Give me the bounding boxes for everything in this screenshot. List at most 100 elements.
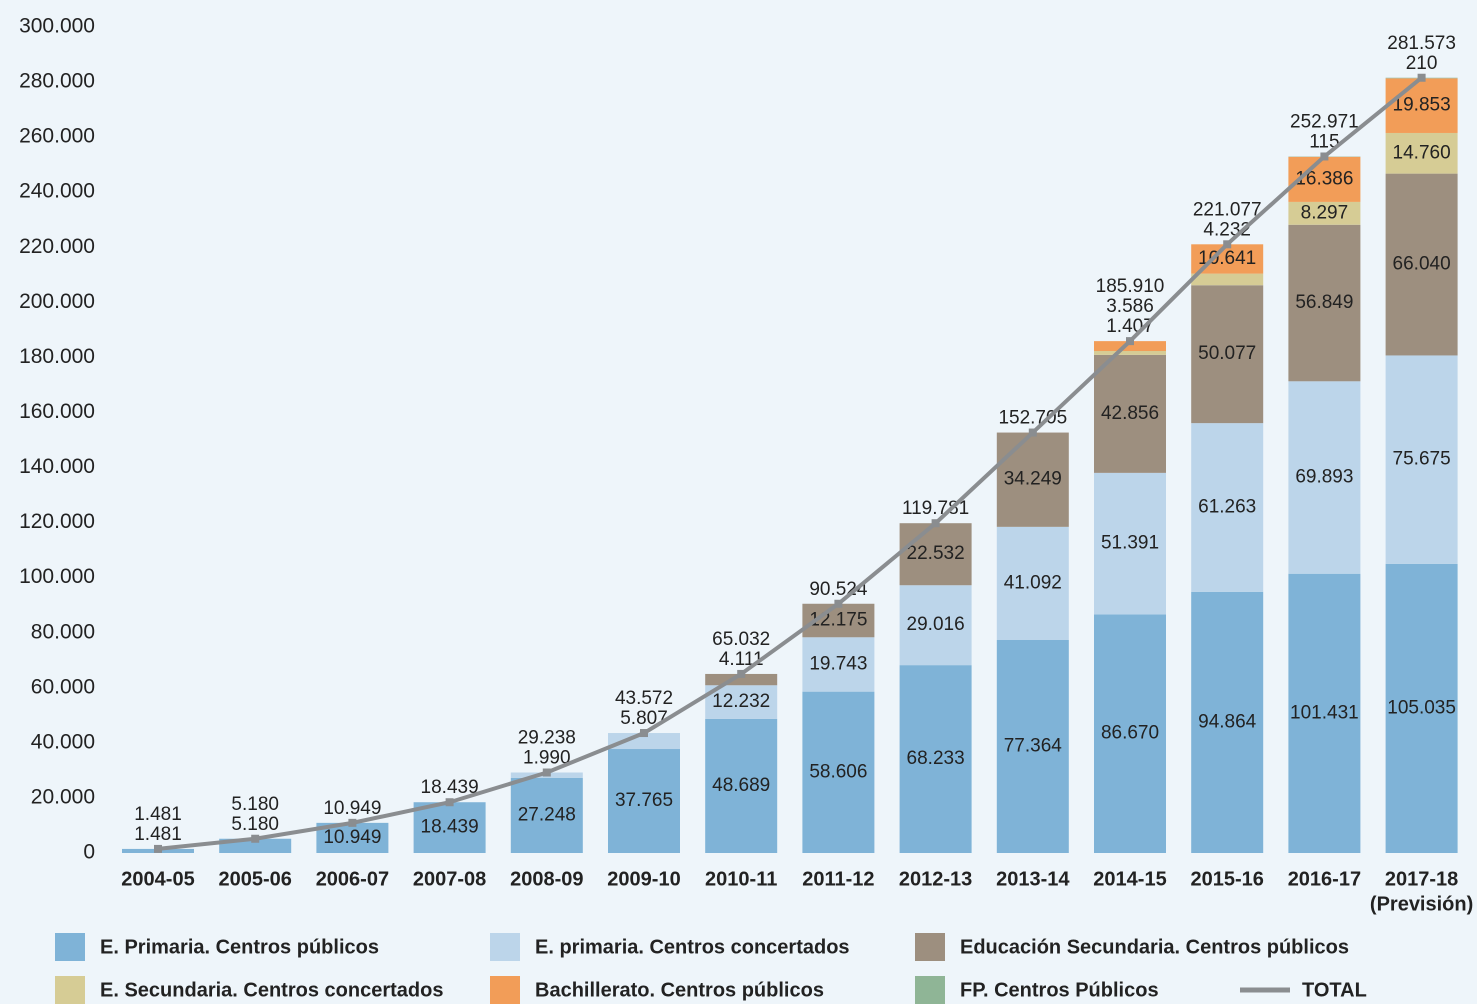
legend-label: E. primaria. Centros concertados [535,936,850,958]
total-label: 10.949 [323,798,381,819]
data-label: 22.532 [907,543,965,564]
data-label: 210 [1406,53,1438,74]
total-label: 29.238 [518,728,576,749]
x-tick-label: 2017-18 [1385,868,1458,890]
data-label: 50.077 [1198,343,1256,364]
total-point [543,768,551,776]
legend-swatch [490,933,520,961]
y-tick-label: 160.000 [19,400,95,423]
data-label: 77.364 [1004,736,1063,757]
data-label: 16.386 [1295,168,1353,189]
legend-swatch [55,933,85,961]
data-label: 12.232 [712,691,770,712]
total-label: 281.573 [1387,33,1456,54]
y-tick-label: 0 [83,841,95,864]
total-label: 252.971 [1290,112,1359,133]
data-label: 19.743 [809,653,867,674]
total-label: 90.524 [809,579,868,600]
total-point [251,835,259,843]
data-label: 69.893 [1295,467,1353,488]
data-label: 61.263 [1198,496,1256,517]
x-tick-label: 2007-08 [413,868,486,890]
data-label: 101.431 [1290,702,1359,723]
legend-label: Educación Secundaria. Centros públicos [960,936,1349,958]
total-label: 185.910 [1096,276,1165,297]
x-tick-label: 2010-11 [705,868,777,890]
total-point [737,670,745,678]
total-point [1418,74,1426,82]
y-tick-label: 220.000 [19,235,95,258]
legend-label: E. Secundaria. Centros concertados [100,979,443,1001]
x-tick-label: 2005-06 [218,868,291,890]
data-label: 56.849 [1295,292,1353,313]
y-tick-label: 40.000 [31,730,95,753]
bar-segment [1191,274,1263,286]
total-point [1029,429,1037,437]
y-tick-label: 100.000 [19,565,95,588]
total-label: 43.572 [615,688,673,709]
total-point [932,519,940,527]
data-label: 18.439 [421,817,479,838]
total-point [1320,152,1328,160]
total-label: 221.077 [1193,199,1262,220]
total-point [1223,240,1231,248]
data-label: 14.760 [1393,142,1451,163]
data-label: 58.606 [809,761,867,782]
x-tick-label: 2012-13 [899,868,972,890]
y-tick-label: 180.000 [19,345,95,368]
data-label: 3.586 [1106,296,1154,317]
data-label: 105.035 [1387,697,1456,718]
data-label: 5.180 [231,814,279,835]
total-label: 1.481 [134,804,182,825]
data-label: 19.853 [1393,95,1451,116]
x-tick-note: (Previsión) [1370,893,1473,915]
data-label: 27.248 [518,805,576,826]
legend-swatch [915,933,945,961]
x-tick-label: 2015-16 [1190,868,1263,890]
legend-label: TOTAL [1302,979,1367,1001]
total-point [154,845,162,853]
x-tick-label: 2016-17 [1288,868,1361,890]
total-point [348,819,356,827]
data-label: 68.233 [907,748,965,769]
total-point [834,600,842,608]
y-tick-label: 240.000 [19,180,95,203]
data-label: 37.765 [615,790,673,811]
y-tick-label: 280.000 [19,70,95,93]
bar-segment [1094,351,1166,355]
y-tick-label: 140.000 [19,455,95,478]
total-point [446,798,454,806]
total-point [1126,337,1134,345]
y-tick-label: 260.000 [19,125,95,148]
x-tick-label: 2004-05 [121,868,194,890]
legend-label: Bachillerato. Centros públicos [535,979,824,1001]
data-label: 29.016 [907,614,965,635]
x-tick-label: 2011-12 [802,868,874,890]
data-label: 66.040 [1393,254,1451,275]
data-label: 51.391 [1101,533,1159,554]
y-tick-label: 60.000 [31,675,95,698]
legend-label: FP. Centros Públicos [960,979,1159,1001]
y-tick-label: 80.000 [31,620,95,643]
data-label: 8.297 [1301,202,1349,223]
data-label: 75.675 [1393,449,1451,470]
y-tick-label: 300.000 [19,15,95,38]
x-tick-label: 2009-10 [607,868,680,890]
chart: 020.00040.00060.00080.000100.000120.0001… [0,0,1477,1004]
data-label: 5.807 [620,708,668,729]
y-tick-label: 200.000 [19,290,95,313]
x-tick-label: 2008-09 [510,868,583,890]
total-label: 65.032 [712,629,770,650]
x-tick-label: 2014-15 [1093,868,1166,890]
data-label: 1.481 [134,824,182,845]
data-label: 4.111 [719,649,764,670]
legend-swatch [490,976,520,1004]
y-tick-label: 20.000 [31,785,95,808]
data-label: 86.670 [1101,723,1159,744]
data-label: 10.949 [323,827,381,848]
data-label: 94.864 [1198,711,1257,732]
legend-swatch [55,976,85,1004]
x-tick-label: 2006-07 [316,868,389,890]
data-label: 48.689 [712,775,770,796]
total-point [640,729,648,737]
